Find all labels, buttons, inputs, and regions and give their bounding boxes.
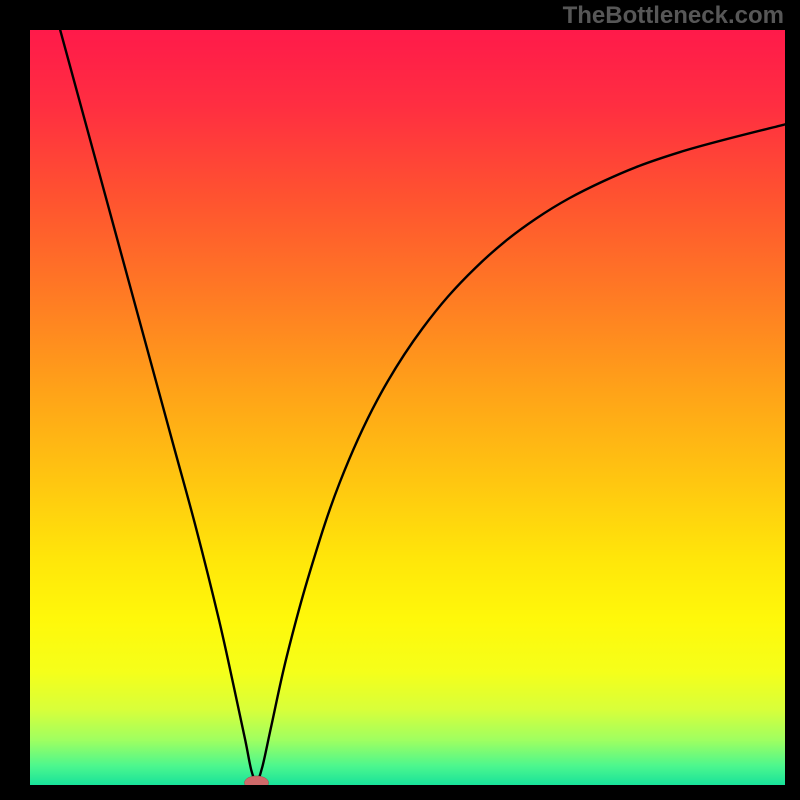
gradient-background [30, 30, 785, 785]
chart-frame: TheBottleneck.com [0, 0, 800, 800]
watermark-label: TheBottleneck.com [563, 2, 784, 30]
plot-area [30, 30, 785, 785]
bottleneck-chart [30, 30, 785, 785]
